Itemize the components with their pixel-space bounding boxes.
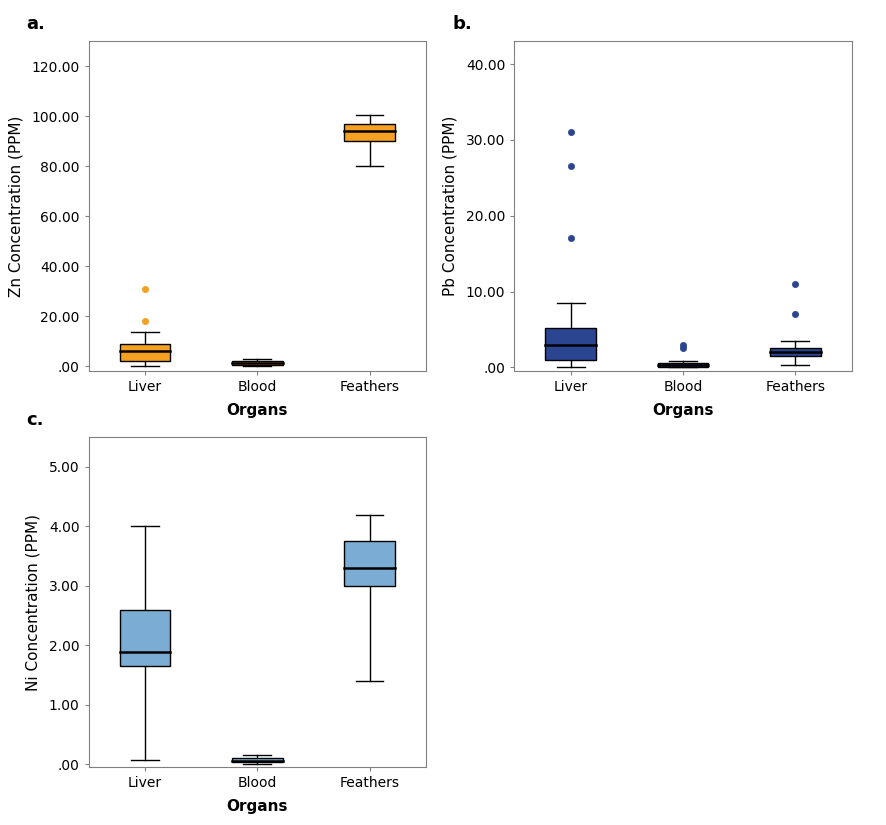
Bar <box>231 361 282 365</box>
X-axis label: Organs: Organs <box>226 403 288 417</box>
Y-axis label: Zn Concentration (PPM): Zn Concentration (PPM) <box>8 116 23 297</box>
Bar <box>344 541 394 586</box>
Y-axis label: Pb Concentration (PPM): Pb Concentration (PPM) <box>442 116 457 296</box>
Bar <box>120 610 170 666</box>
Bar <box>120 344 170 361</box>
Y-axis label: Ni Concentration (PPM): Ni Concentration (PPM) <box>26 514 41 691</box>
Text: a.: a. <box>27 15 45 33</box>
X-axis label: Organs: Organs <box>651 403 713 417</box>
Bar <box>769 347 820 356</box>
Bar <box>231 758 282 762</box>
X-axis label: Organs: Organs <box>226 799 288 813</box>
Bar <box>545 328 595 360</box>
Bar <box>344 124 394 141</box>
Bar <box>657 363 707 367</box>
Text: c.: c. <box>27 411 44 429</box>
Text: b.: b. <box>452 15 471 33</box>
